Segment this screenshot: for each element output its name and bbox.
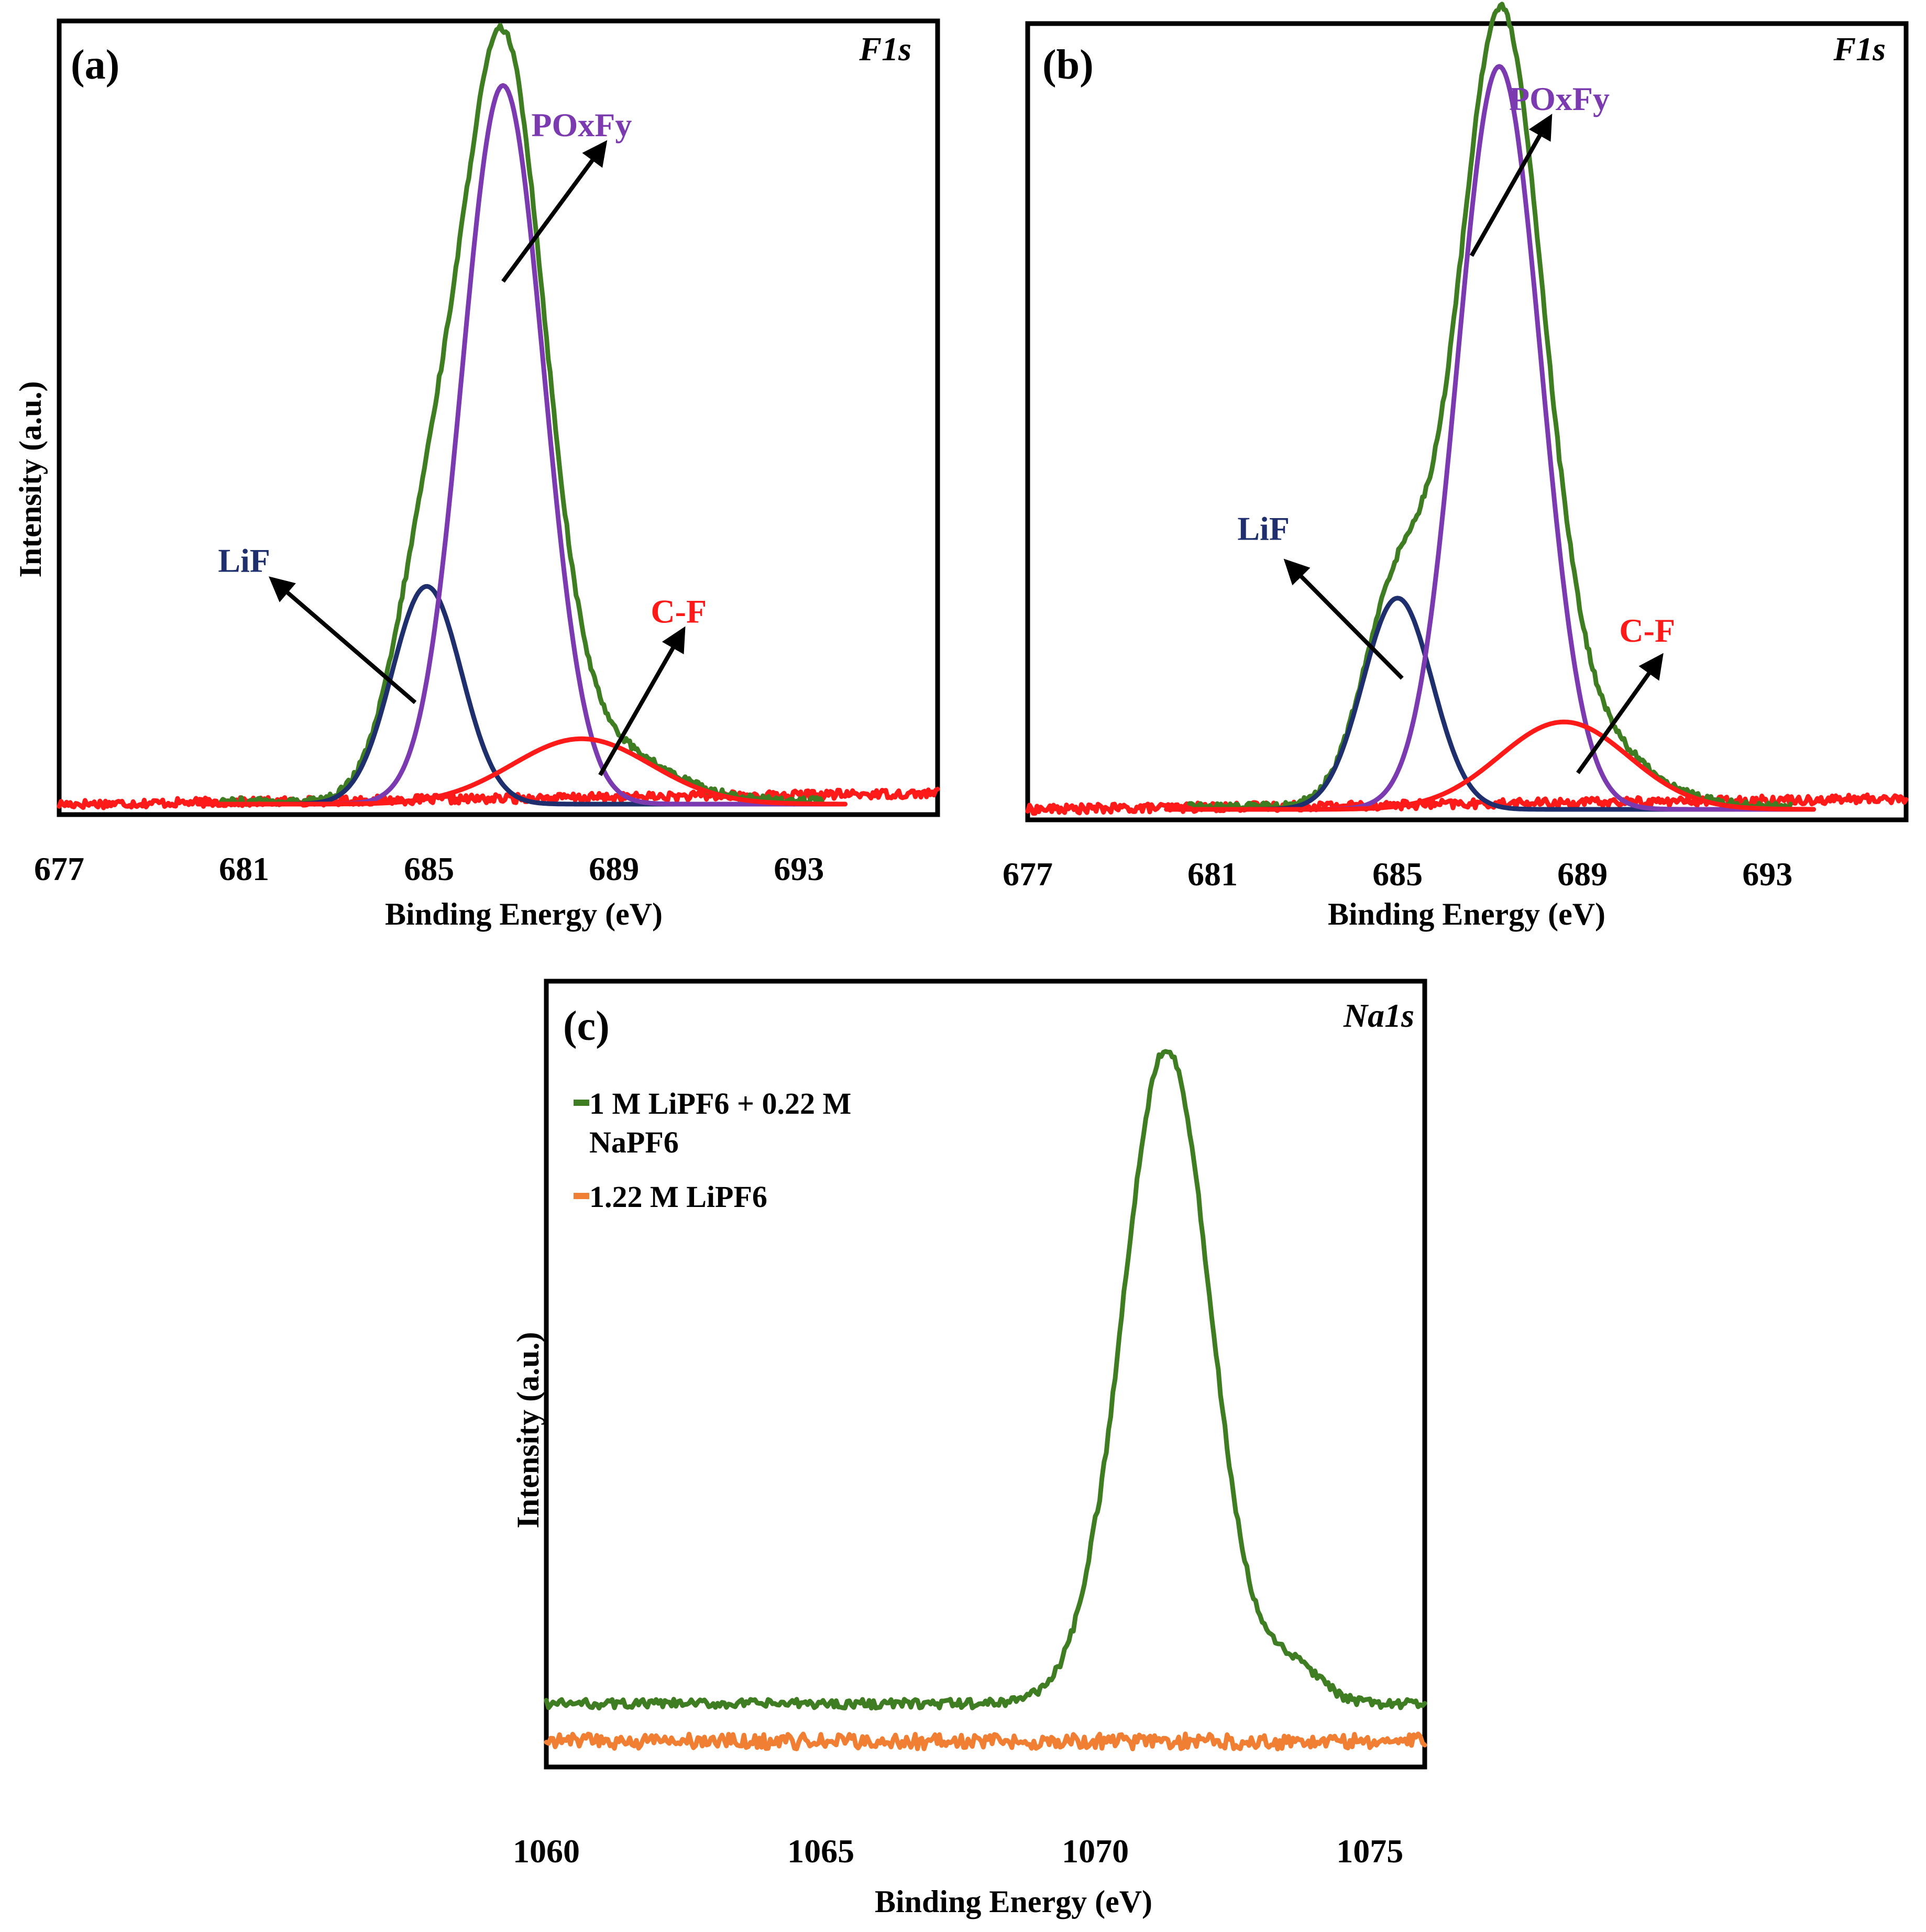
panel-b-x-axis-label: Binding Energy (eV) xyxy=(1328,897,1605,931)
panel-a-x-ticks: 677 681 685 689 693 xyxy=(34,850,824,887)
annotation-label: C-F xyxy=(651,593,707,630)
x-tick-label: 677 xyxy=(1003,855,1053,893)
panel-a-frame xyxy=(57,18,940,817)
panel-b-frame xyxy=(1025,21,1909,822)
x-tick-label: 693 xyxy=(1742,855,1792,893)
x-tick-label: 677 xyxy=(34,850,84,887)
x-tick-label: 685 xyxy=(404,850,454,887)
panel-c-corner-label: Na1s xyxy=(1343,997,1414,1034)
x-tick-label: 685 xyxy=(1372,855,1423,893)
x-tick-label: 681 xyxy=(1187,855,1238,893)
panel-a-y-axis-label: Intensity (a.u.) xyxy=(13,381,48,577)
panel-c-y-axis-label: Intensity (a.u.) xyxy=(511,1332,545,1528)
panel-c-curves xyxy=(544,1049,1427,1752)
peak-lif-line xyxy=(195,584,848,807)
panel-c-frame xyxy=(544,979,1427,1770)
legend-label-line1: 1.22 M LiPF6 xyxy=(589,1180,767,1214)
annotation-label: LiF xyxy=(218,542,270,579)
x-tick-label: 689 xyxy=(1557,855,1608,893)
x-tick-label: 1060 xyxy=(513,1832,580,1870)
peak-poxfy-line xyxy=(1164,64,1816,812)
panel-a-curves xyxy=(57,23,940,810)
panel-a-label: (a) xyxy=(71,42,119,88)
annotation-label: POxFy xyxy=(531,106,632,144)
annotation-label: POxFy xyxy=(1509,80,1610,117)
annotation-label: LiF xyxy=(1237,510,1290,547)
legend-entry: 1 M LiPF6 + 0.22 M NaPF6 xyxy=(574,1086,851,1159)
panel-b: POxFy LiF C-F 677 681 685 689 693 (b) F1s Bind… xyxy=(1003,2,1909,931)
legend-label-line1: 1 M LiPF6 + 0.22 M xyxy=(589,1086,851,1121)
peak-cf-line xyxy=(1164,719,1816,812)
x-tick-label: 693 xyxy=(774,850,824,887)
annotation-arrow xyxy=(268,576,417,705)
legend-label-line2: NaPF6 xyxy=(589,1125,679,1159)
peak-lif-line xyxy=(1164,596,1816,812)
panel-a-annotations: POxFy LiF C-F xyxy=(218,106,707,776)
x-tick-label: 681 xyxy=(219,850,269,887)
panel-c: 1060 1065 1070 1075 (c) Na1s Binding Energy… xyxy=(511,979,1427,1919)
annotation-arrow xyxy=(1283,558,1404,680)
envelope-line xyxy=(218,23,824,807)
annotation-arrow xyxy=(501,140,608,283)
annotation-arrow xyxy=(1576,653,1664,774)
x-tick-label: 1065 xyxy=(787,1832,854,1870)
peak-poxfy-line xyxy=(195,83,848,807)
panel-a-x-axis-label: Binding Energy (eV) xyxy=(385,897,663,931)
series-line xyxy=(544,1731,1427,1752)
panel-b-label: (b) xyxy=(1042,42,1094,88)
panel-a: POxFy LiF C-F 677 681 685 689 693 (a) F1s Bind… xyxy=(13,18,940,931)
legend-entry: 1.22 M LiPF6 xyxy=(574,1180,767,1214)
panel-c-x-ticks: 1060 1065 1070 1075 xyxy=(513,1832,1403,1870)
x-tick-label: 689 xyxy=(589,850,639,887)
panel-b-corner-label: F1s xyxy=(1833,30,1886,68)
envelope-line xyxy=(1187,2,1793,812)
peak-cf-line xyxy=(195,736,848,807)
panel-a-corner-label: F1s xyxy=(859,30,911,68)
panel-c-label: (c) xyxy=(563,1003,610,1049)
series-line xyxy=(544,1049,1427,1711)
panel-c-legend: 1 M LiPF6 + 0.22 M NaPF6 1.22 M LiPF6 xyxy=(574,1086,851,1214)
x-tick-label: 1070 xyxy=(1062,1832,1129,1870)
annotation-arrow xyxy=(1469,114,1553,257)
panel-b-annotations: POxFy LiF C-F xyxy=(1237,80,1675,774)
panel-b-curves xyxy=(1025,2,1909,816)
annotation-label: C-F xyxy=(1619,612,1675,649)
annotation-arrow xyxy=(598,626,686,776)
x-tick-label: 1075 xyxy=(1336,1832,1403,1870)
panel-c-x-axis-label: Binding Energy (eV) xyxy=(875,1884,1152,1919)
panel-b-x-ticks: 677 681 685 689 693 xyxy=(1003,855,1792,893)
